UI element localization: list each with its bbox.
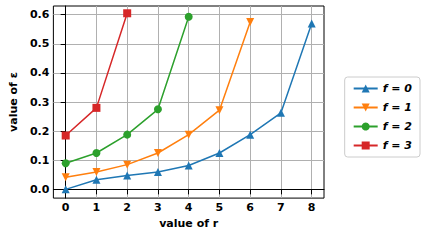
svg-text:0.3: 0.3: [30, 96, 50, 109]
svg-text:f = 2: f = 2: [383, 120, 413, 133]
svg-text:0.2: 0.2: [30, 125, 50, 138]
svg-text:0.4: 0.4: [30, 66, 50, 79]
svg-text:7: 7: [277, 201, 285, 214]
svg-text:f = 1: f = 1: [383, 101, 412, 114]
svg-text:3: 3: [154, 201, 162, 214]
svg-text:1: 1: [93, 201, 101, 214]
svg-text:6: 6: [246, 201, 254, 214]
svg-text:value of ε: value of ε: [7, 72, 20, 132]
svg-text:0.6: 0.6: [30, 8, 50, 21]
svg-text:4: 4: [185, 201, 193, 214]
svg-text:0.1: 0.1: [30, 154, 50, 167]
svg-text:0: 0: [62, 201, 70, 214]
svg-text:value of r: value of r: [159, 217, 219, 230]
svg-text:8: 8: [308, 201, 316, 214]
svg-text:f = 0: f = 0: [383, 82, 413, 95]
svg-text:5: 5: [216, 201, 224, 214]
svg-text:0.5: 0.5: [30, 37, 50, 50]
svg-text:2: 2: [123, 201, 131, 214]
svg-text:0.0: 0.0: [30, 183, 50, 196]
svg-text:f = 3: f = 3: [383, 139, 413, 152]
